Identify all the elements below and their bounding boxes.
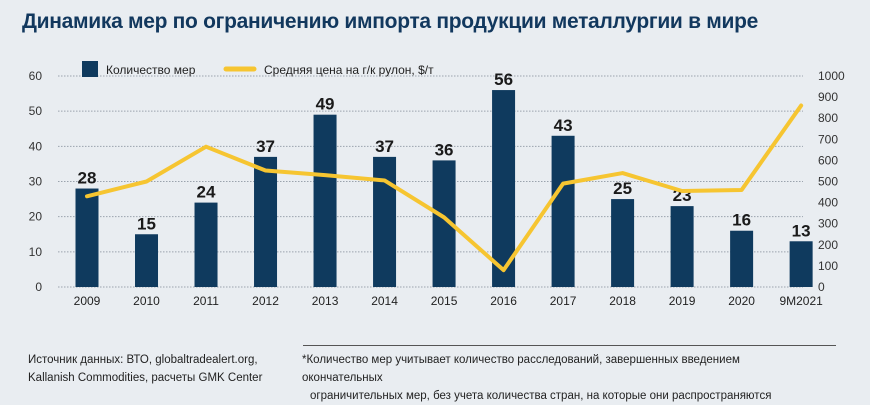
x-tick-label: 2012 bbox=[252, 294, 279, 308]
footnote-line: ограничительных мер, без учета количеств… bbox=[302, 387, 822, 405]
bar-value-label: 49 bbox=[316, 95, 335, 114]
x-tick-label: 2013 bbox=[312, 294, 339, 308]
bar-value-label: 37 bbox=[375, 137, 394, 156]
y-left-tick: 0 bbox=[35, 280, 42, 294]
x-tick-label: 2018 bbox=[609, 294, 636, 308]
bar-value-label: 25 bbox=[613, 179, 632, 198]
footnote-divider bbox=[303, 345, 836, 346]
footnote: *Количество мер учитывает количество рас… bbox=[302, 351, 822, 405]
bar-value-label: 15 bbox=[137, 214, 156, 233]
y-right-tick: 500 bbox=[818, 175, 838, 189]
source-text: Источник данных: ВТО, globaltradealert.o… bbox=[28, 351, 278, 387]
x-tick-label: 2015 bbox=[431, 294, 458, 308]
x-tick-label: 2010 bbox=[133, 294, 160, 308]
bar bbox=[671, 206, 694, 287]
x-tick-label: 9M2021 bbox=[779, 294, 823, 308]
bar bbox=[314, 115, 337, 287]
y-right-tick: 1000 bbox=[818, 69, 845, 83]
bar-value-label: 56 bbox=[494, 70, 513, 89]
x-tick-label: 2014 bbox=[371, 294, 398, 308]
y-right-tick: 700 bbox=[818, 132, 838, 146]
bar bbox=[76, 189, 99, 287]
bar-value-label: 37 bbox=[256, 137, 275, 156]
footnote-line: *Количество мер учитывает количество рас… bbox=[302, 351, 822, 387]
x-tick-label: 2019 bbox=[669, 294, 696, 308]
bar bbox=[135, 234, 158, 287]
bar bbox=[195, 203, 218, 287]
bar-value-label: 43 bbox=[554, 116, 573, 135]
bar-value-label: 24 bbox=[197, 183, 216, 202]
bar bbox=[611, 199, 634, 287]
y-right-tick: 600 bbox=[818, 153, 838, 167]
source-line: Kallanish Commodities, расчеты GMK Cente… bbox=[28, 369, 278, 387]
y-right-tick: 200 bbox=[818, 238, 838, 252]
y-right-tick: 300 bbox=[818, 217, 838, 231]
chart: 0102030405060010020030040050060070080090… bbox=[0, 0, 870, 340]
y-left-tick: 40 bbox=[29, 139, 43, 153]
legend-bar-swatch bbox=[82, 61, 98, 77]
x-tick-label: 2009 bbox=[74, 294, 101, 308]
y-left-tick: 50 bbox=[29, 104, 43, 118]
legend-line-label: Средняя цена на г/к рулон, $/т bbox=[264, 63, 434, 77]
bar-value-label: 28 bbox=[78, 169, 97, 188]
x-tick-label: 2020 bbox=[728, 294, 755, 308]
bar-value-label: 16 bbox=[732, 211, 751, 230]
y-left-tick: 60 bbox=[29, 69, 43, 83]
x-tick-label: 2011 bbox=[193, 294, 219, 308]
y-right-tick: 0 bbox=[818, 280, 825, 294]
bar-value-label: 13 bbox=[792, 221, 811, 240]
legend-bar-label: Количество мер bbox=[106, 63, 196, 77]
y-left-tick: 30 bbox=[29, 175, 43, 189]
bar bbox=[254, 157, 277, 287]
bar bbox=[373, 157, 396, 287]
x-tick-label: 2016 bbox=[490, 294, 517, 308]
y-right-tick: 900 bbox=[818, 90, 838, 104]
x-tick-label: 2017 bbox=[550, 294, 577, 308]
source-line: Источник данных: ВТО, globaltradealert.o… bbox=[28, 351, 278, 369]
bar-value-label: 36 bbox=[435, 140, 454, 159]
y-right-tick: 400 bbox=[818, 196, 838, 210]
bar bbox=[552, 136, 575, 287]
y-left-tick: 20 bbox=[29, 210, 43, 224]
y-right-tick: 100 bbox=[818, 259, 838, 273]
bar bbox=[790, 241, 813, 287]
y-left-tick: 10 bbox=[29, 245, 43, 259]
y-right-tick: 800 bbox=[818, 111, 838, 125]
bar bbox=[730, 231, 753, 287]
